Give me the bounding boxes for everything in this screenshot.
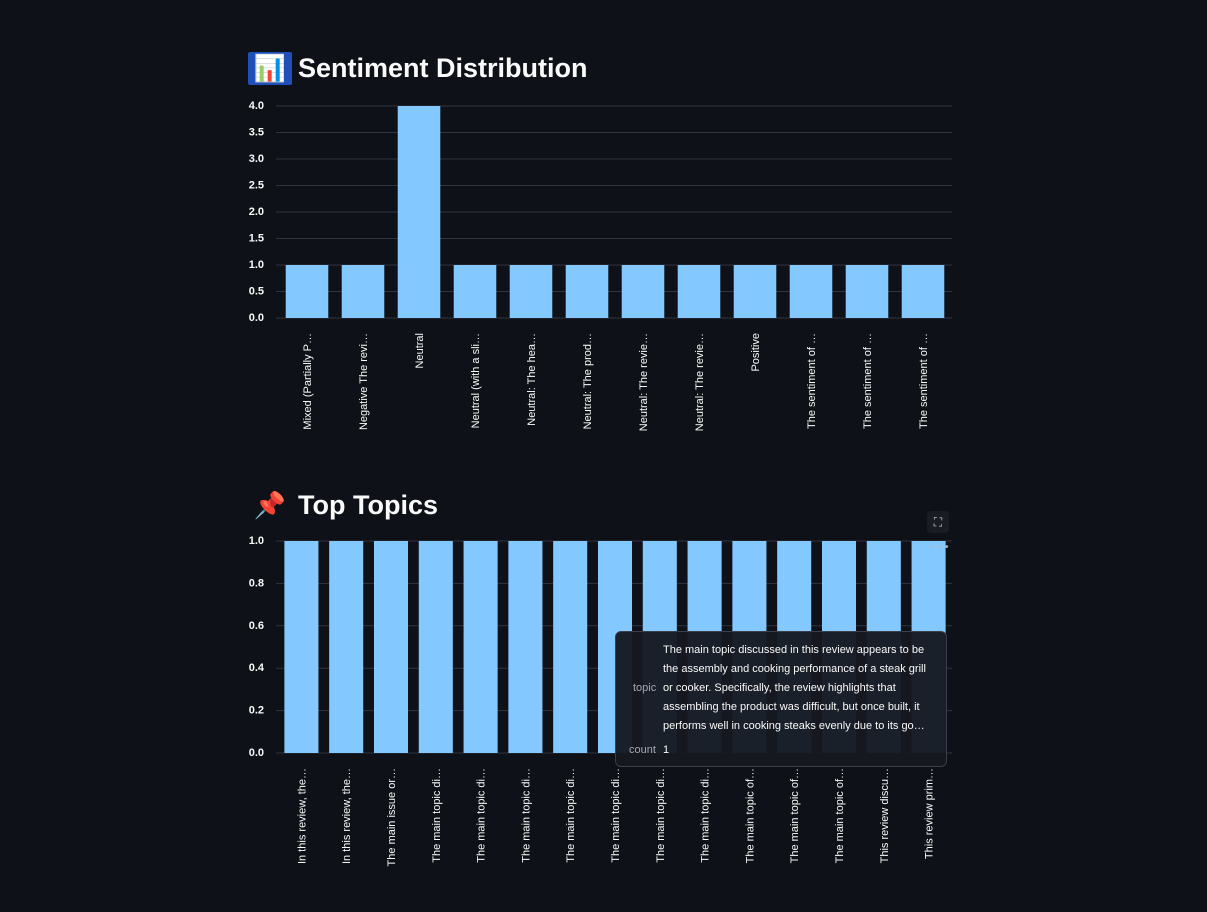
bar[interactable]: [677, 265, 721, 318]
x-tick-label: The main issue or…: [386, 768, 398, 866]
y-tick-label: 1.0: [249, 259, 264, 271]
bar[interactable]: [373, 541, 409, 753]
x-tick-label: This review discu…: [879, 768, 891, 863]
bar[interactable]: [733, 265, 777, 318]
tooltip-topic-key: topic: [633, 682, 657, 694]
x-tick-label: The sentiment of …: [806, 333, 818, 429]
y-tick-label: 1.0: [249, 535, 264, 547]
x-tick-label: The main topic di…: [610, 768, 622, 863]
bar[interactable]: [509, 265, 553, 318]
y-tick-label: 4.0: [249, 100, 264, 112]
x-tick-label: The main topic di…: [520, 768, 532, 863]
chart-tooltip: topic The main topic discussed in this r…: [615, 631, 947, 767]
x-tick-label: The main topic of…: [789, 768, 801, 863]
y-tick-label: 0.0: [249, 312, 264, 324]
tooltip-topic-value: The main topic discussed in this review …: [663, 644, 926, 732]
x-tick-label: The main topic di…: [431, 768, 443, 863]
y-tick-label: 3.5: [249, 127, 264, 139]
x-tick-label: The main topic of…: [744, 768, 756, 863]
x-tick-label: Neutral (with a sli…: [470, 333, 482, 428]
bar[interactable]: [553, 541, 588, 753]
bar-chart-icon: 📊: [248, 52, 292, 85]
x-tick-label: Neutral: The revie…: [638, 333, 650, 431]
x-tick-label: This review prim…: [924, 768, 936, 859]
more-horizontal-icon[interactable]: •••: [930, 542, 951, 553]
x-tick-label: Mixed (Partially P…: [302, 333, 314, 430]
x-tick-label: The main topic di…: [700, 768, 712, 863]
y-tick-label: 0.0: [249, 747, 264, 759]
y-tick-label: 0.5: [249, 286, 264, 298]
expand-icon: ⛶: [933, 514, 943, 529]
y-tick-label: 2.0: [249, 206, 264, 218]
x-tick-label: The sentiment of …: [918, 333, 930, 429]
y-tick-label: 3.0: [249, 153, 264, 165]
y-tick-label: 1.5: [249, 233, 264, 245]
bar[interactable]: [463, 541, 498, 753]
topics-title: 📌 Top Topics: [248, 489, 438, 522]
fullscreen-button[interactable]: ⛶: [927, 511, 949, 533]
bar[interactable]: [845, 265, 889, 318]
x-tick-label: Negative The revi…: [358, 333, 370, 430]
bar[interactable]: [329, 541, 364, 753]
bar[interactable]: [901, 265, 945, 318]
bar[interactable]: [285, 265, 329, 318]
x-tick-label: Neutral: The revie…: [694, 333, 706, 431]
x-tick-label: In this review, the…: [296, 768, 308, 864]
y-tick-label: 0.2: [249, 705, 264, 717]
x-tick-label: Positive: [750, 333, 762, 372]
x-tick-label: The main topic di…: [476, 768, 488, 863]
tooltip-count-key: count: [629, 744, 656, 756]
y-tick-label: 0.4: [249, 662, 265, 674]
pushpin-icon: 📌: [253, 490, 287, 521]
tooltip-count-value: 1: [663, 744, 670, 756]
sentiment-bar-chart[interactable]: 0.0 0.5 1.0 1.5 2.0 2.5 3.0 3.5 4.0 Mixed (Partia…: [0, 0, 1207, 460]
x-tick-label: The sentiment of …: [862, 333, 874, 429]
topics-title-text: Top Topics: [298, 490, 438, 520]
bar[interactable]: [621, 265, 665, 318]
x-tick-label: Neutral: The hea…: [526, 333, 538, 426]
bar[interactable]: [418, 541, 453, 753]
y-tick-label: 2.5: [249, 180, 264, 192]
y-tick-label: 0.6: [249, 620, 264, 632]
x-tick-label: In this review, the…: [341, 768, 353, 864]
x-tick-label: Neutral: [414, 333, 426, 368]
bar[interactable]: [453, 265, 497, 318]
bar[interactable]: [341, 265, 385, 318]
bar[interactable]: [284, 541, 319, 753]
x-tick-label: The main topic of…: [834, 768, 846, 863]
y-tick-label: 0.8: [249, 577, 264, 589]
x-tick-label: The main topic di…: [565, 768, 577, 863]
x-tick-label: Neutral: The prod…: [582, 333, 594, 429]
bar[interactable]: [397, 106, 441, 318]
bar[interactable]: [565, 265, 609, 318]
bar[interactable]: [508, 541, 543, 753]
sentiment-title-text: Sentiment Distribution: [298, 53, 588, 83]
bar[interactable]: [789, 265, 833, 318]
sentiment-title: 📊 Sentiment Distribution: [248, 52, 588, 85]
x-tick-label: The main topic di…: [655, 768, 667, 863]
